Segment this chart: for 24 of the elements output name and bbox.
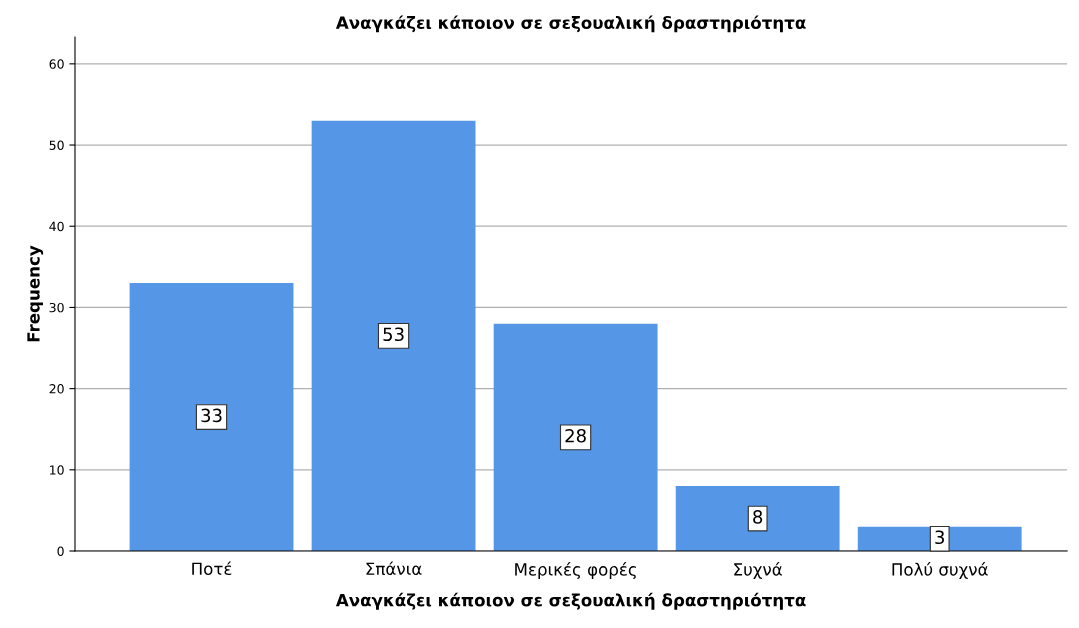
- chart-title: Αναγκάζει κάποιον σε σεξουαλική δραστηριότητα: [335, 15, 806, 33]
- y-tick-label: 20: [49, 384, 64, 394]
- bar: [675, 486, 840, 552]
- bar: [493, 323, 658, 552]
- y-tick-label: 50: [49, 140, 64, 150]
- data-label: 8: [753, 510, 763, 524]
- x-tick-label: Σπάνια: [366, 561, 422, 576]
- data-label: 28: [565, 428, 586, 443]
- x-tick-label: Πολύ συχνά: [892, 562, 988, 579]
- y-tick-label: 0: [57, 546, 64, 556]
- data-label: 53: [383, 327, 404, 342]
- bar: [311, 120, 476, 552]
- x-axis-title: Αναγκάζει κάποιον σε σεξουαλική δραστηριότητα: [335, 592, 806, 610]
- y-tick-label: 40: [49, 221, 64, 232]
- bar: [129, 283, 294, 552]
- y-tick-label: 30: [49, 302, 64, 313]
- data-label: 33: [201, 408, 222, 423]
- y-tick-label: 10: [50, 465, 64, 475]
- data-label: 3: [935, 530, 944, 545]
- x-tick-label: Συχνά: [734, 562, 782, 579]
- x-tick-label: Ποτέ: [192, 561, 232, 576]
- y-axis-title: Frequency: [27, 245, 44, 342]
- y-tick-label: 60: [49, 59, 64, 69]
- x-tick-label: Μερικές φορές: [515, 562, 636, 579]
